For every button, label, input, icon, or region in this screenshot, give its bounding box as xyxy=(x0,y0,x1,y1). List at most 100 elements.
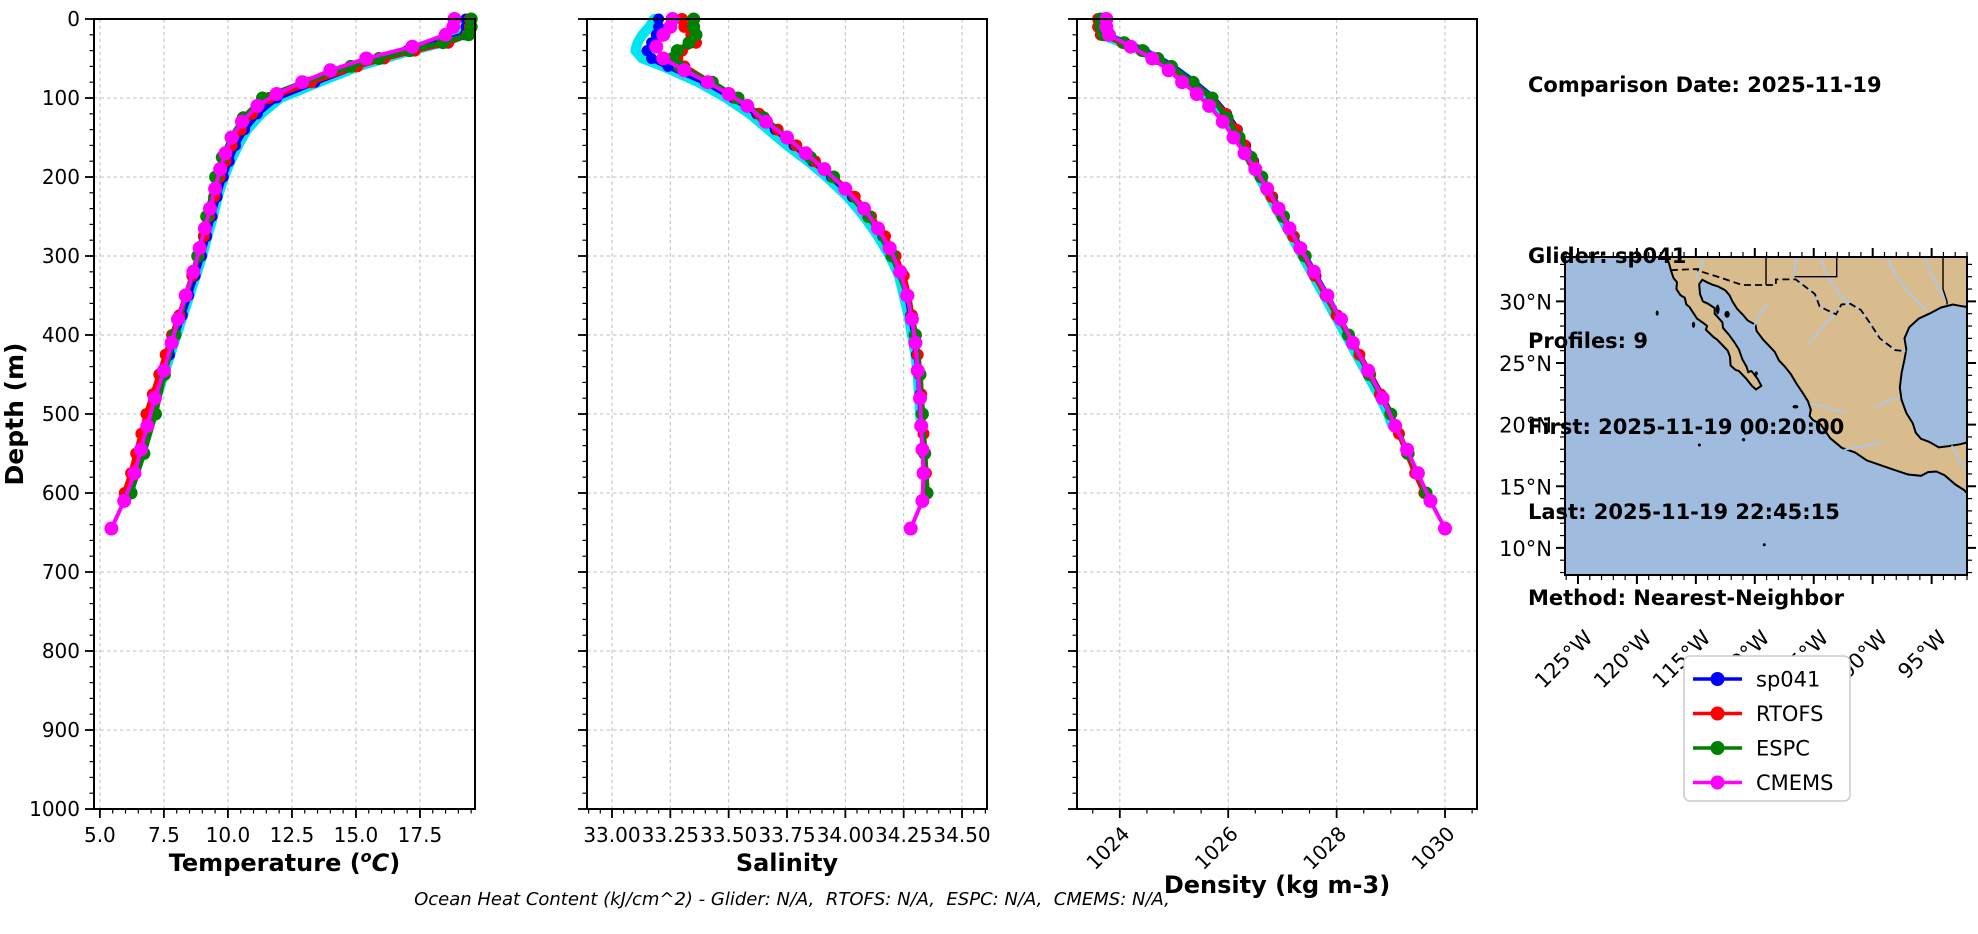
density-profile-marker-CMEMS xyxy=(1375,391,1390,406)
salinity-profile-marker-CMEMS xyxy=(900,288,915,303)
salinity-profile-marker-CMEMS xyxy=(721,87,736,101)
density-profile-marker-CMEMS xyxy=(1438,521,1452,536)
x-tick-label: 33.00 xyxy=(583,823,640,847)
map-river xyxy=(1874,397,1898,409)
density-profile-marker-CMEMS xyxy=(1226,130,1241,145)
map-river xyxy=(1818,257,1851,305)
temperature-profile-marker-CMEMS xyxy=(171,312,185,327)
map-lat-label: 20°N xyxy=(1499,414,1552,438)
temperature-profile-marker-CMEMS xyxy=(250,98,265,113)
temperature-profile-marker-CMEMS xyxy=(359,51,374,66)
legend-label-ESPC: ESPC xyxy=(1756,737,1810,761)
salinity-profile-marker-ESPC xyxy=(682,36,696,50)
density-profile-marker-CMEMS xyxy=(1388,418,1403,433)
salinity-profile-marker-CMEMS xyxy=(838,181,853,196)
map-lat-label: 25°N xyxy=(1499,352,1552,376)
y-tick-label: 1000 xyxy=(29,797,80,821)
temperature-profile-marker-CMEMS xyxy=(323,63,338,78)
temperature-profile-marker-CMEMS xyxy=(147,391,162,406)
temperature-profile-marker-CMEMS xyxy=(269,87,284,101)
x-tick-label: 33.25 xyxy=(642,823,699,847)
map-island xyxy=(1724,310,1730,318)
salinity-profile-marker-CMEMS xyxy=(677,63,692,78)
temperature-profile-marker-CMEMS xyxy=(104,521,119,536)
y-tick-label: 0 xyxy=(67,7,80,31)
map-island xyxy=(1715,304,1720,315)
salinity-profile-marker-CMEMS xyxy=(759,114,773,129)
x-tick-label: 33.50 xyxy=(700,823,757,847)
x-tick-label: 1026 xyxy=(1190,822,1243,875)
density-profile-marker-CMEMS xyxy=(1423,493,1438,508)
temperature-profile-marker-CMEMS xyxy=(203,201,217,216)
salinity-profile-marker-CMEMS xyxy=(915,493,930,508)
x-tick-label: 33.75 xyxy=(758,823,815,847)
map-gulf-of-mexico xyxy=(1898,303,1967,449)
x-tick-label: 34.25 xyxy=(875,823,932,847)
x-axis-title: Density (kg m-3) xyxy=(1164,871,1390,899)
density-profile-marker-CMEMS xyxy=(1400,442,1415,457)
y-tick-label: 300 xyxy=(42,244,80,268)
map-river xyxy=(1844,441,1883,451)
density-profile-series-CMEMS xyxy=(1104,17,1447,531)
y-tick-label: 700 xyxy=(42,560,80,584)
ohc-annotation: Ocean Heat Content (kJ/cm^2) - Glider: N… xyxy=(414,889,1170,910)
info-method: Method: Nearest-Neighbor xyxy=(1528,585,1844,610)
info-first: First: 2025-11-19 00:20:00 xyxy=(1528,414,1845,439)
density-profile-marker-CMEMS xyxy=(1293,241,1308,256)
temperature-profile-marker-CMEMS xyxy=(213,162,228,177)
salinity-profile-marker-CMEMS xyxy=(913,391,927,406)
map-lon-label: 95°W xyxy=(1893,625,1951,683)
salinity-profile-marker-RTOFS xyxy=(678,20,691,33)
legend-label-CMEMS: CMEMS xyxy=(1756,771,1834,795)
map-river xyxy=(1811,402,1846,414)
salinity-profile-marker-CMEMS xyxy=(649,39,664,54)
temperature-profile-marker-ESPC xyxy=(462,28,476,42)
salinity-profile-marker-CMEMS xyxy=(893,264,908,279)
info-panel: Comparison Date: 2025-11-19 Glider: sp04… xyxy=(1528,14,1882,669)
salinity-profile-marker-CMEMS xyxy=(904,312,919,327)
salinity-profile-marker-CMEMS xyxy=(700,75,715,90)
density-profile-series-glider-raw xyxy=(1094,14,1398,431)
x-tick-label: 7.5 xyxy=(148,823,180,847)
legend-marker-RTOFS xyxy=(1710,706,1725,721)
y-tick-label: 400 xyxy=(42,323,80,347)
salinity-profile-marker-CMEMS xyxy=(857,201,871,216)
density-profile-marker-CMEMS xyxy=(1215,114,1230,129)
info-spacer xyxy=(1528,157,1882,185)
temperature-profile-marker-CMEMS xyxy=(192,241,207,256)
map-contents xyxy=(1565,257,1967,575)
map-river xyxy=(1808,313,1837,344)
density-profile-marker-CMEMS xyxy=(1202,98,1217,113)
salinity-profile-marker-CMEMS xyxy=(908,335,923,350)
salinity-profile-marker-CMEMS xyxy=(780,130,794,145)
density-profile-marker-CMEMS xyxy=(1361,363,1376,378)
density-profile-marker-CMEMS xyxy=(1161,63,1176,78)
temperature-profile-marker-CMEMS xyxy=(208,181,223,196)
salinity-profile-marker-CMEMS xyxy=(910,363,925,378)
x-tick-label: 34.00 xyxy=(817,823,874,847)
info-comparison-date: Comparison Date: 2025-11-19 xyxy=(1528,73,1882,97)
y-axis-title: Depth (m) xyxy=(0,343,29,486)
salinity-profile-marker-CMEMS xyxy=(916,466,931,481)
x-tick-label: 1028 xyxy=(1298,822,1351,875)
map-river xyxy=(1752,303,1769,328)
temperature-profile-marker-CMEMS xyxy=(117,493,132,508)
map-state-border xyxy=(1794,257,1838,278)
x-axis-title: Temperature (oC) xyxy=(169,847,401,877)
salinity-profile-marker-CMEMS xyxy=(871,221,885,236)
density-profile-series-sp041 xyxy=(1099,16,1399,429)
salinity-profile-marker-CMEMS xyxy=(914,418,929,433)
temperature-profile-marker-CMEMS xyxy=(218,146,233,161)
y-tick-label: 100 xyxy=(42,86,80,110)
density-profile-marker-CMEMS xyxy=(1345,335,1360,350)
y-tick-label: 800 xyxy=(42,639,80,663)
legend-label-sp041: sp041 xyxy=(1756,668,1820,692)
density-profile-marker-CMEMS xyxy=(1334,312,1348,327)
density-profile-marker-ESPC xyxy=(1186,75,1200,89)
map-island xyxy=(1762,543,1766,547)
temperature-profile-marker-CMEMS xyxy=(224,130,239,145)
map-lat-label: 10°N xyxy=(1499,537,1552,561)
info-last: Last: 2025-11-19 22:45:15 xyxy=(1528,500,1840,524)
x-tick-label: 17.5 xyxy=(398,823,443,847)
